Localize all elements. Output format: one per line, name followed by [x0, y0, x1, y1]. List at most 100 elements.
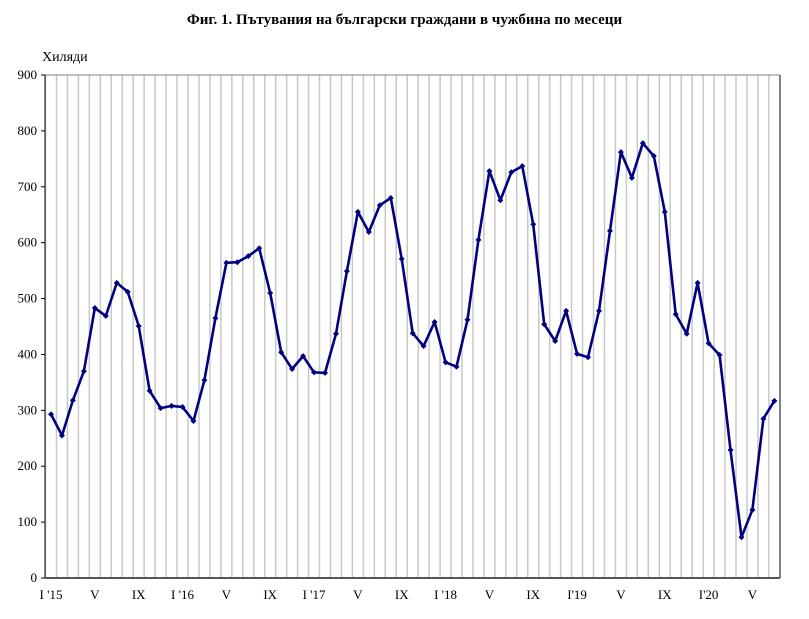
- x-tick-label: IX: [526, 587, 540, 602]
- data-point-marker: [157, 405, 164, 412]
- x-tick-label: I '17: [303, 587, 326, 602]
- data-point-marker: [617, 149, 624, 156]
- x-tick-label: IX: [395, 587, 409, 602]
- chart-axes: [44, 74, 781, 579]
- x-tick-label: I'20: [699, 587, 719, 602]
- data-point-marker: [606, 227, 613, 234]
- data-point-marker: [300, 353, 307, 360]
- x-tick-label: V: [222, 587, 232, 602]
- data-point-marker: [91, 305, 98, 312]
- data-point-marker: [574, 350, 581, 357]
- y-tick-label: 100: [18, 514, 38, 529]
- data-point-marker: [683, 330, 690, 337]
- vertical-gridlines: [44, 75, 781, 578]
- data-point-marker: [69, 397, 76, 404]
- data-point-marker: [245, 253, 252, 260]
- y-tick-label: 900: [18, 67, 38, 82]
- data-point-marker: [442, 359, 449, 366]
- data-point-marker: [124, 288, 131, 295]
- x-tick-label: V: [90, 587, 100, 602]
- data-point-marker: [694, 279, 701, 286]
- data-point-marker: [650, 153, 657, 160]
- data-point-marker: [234, 259, 241, 266]
- data-point-marker: [102, 312, 109, 319]
- y-tick-label: 800: [18, 123, 38, 138]
- x-tick-label: IX: [263, 587, 277, 602]
- x-tick-label: V: [485, 587, 495, 602]
- x-tick-label: IX: [132, 587, 146, 602]
- x-tick-label: V: [616, 587, 626, 602]
- data-point-marker: [256, 245, 263, 252]
- data-point-marker: [190, 417, 197, 424]
- data-point-marker: [530, 221, 537, 228]
- data-point-marker: [278, 349, 285, 356]
- series-line: [49, 141, 776, 539]
- data-point-marker: [398, 255, 405, 262]
- data-point-marker: [179, 403, 186, 410]
- data-point-marker: [409, 330, 416, 337]
- x-axis-ticks: I '15 V IX I '16 V IX I '17 V IX I '18 V IX I'19 V IX I…: [40, 587, 758, 602]
- data-series-line: [48, 140, 778, 541]
- data-point-marker: [168, 402, 175, 409]
- data-point-marker: [223, 259, 230, 266]
- data-point-marker: [716, 352, 723, 359]
- y-tick-label: 600: [18, 235, 38, 250]
- data-point-marker: [420, 343, 427, 350]
- x-tick-label: I '18: [434, 587, 457, 602]
- data-point-marker: [497, 197, 504, 204]
- data-point-marker: [267, 289, 274, 296]
- data-point-marker: [771, 397, 778, 404]
- data-point-marker: [563, 307, 570, 314]
- y-tick-label: 300: [18, 402, 38, 417]
- x-tick-label: I'19: [567, 587, 587, 602]
- data-point-marker: [519, 163, 526, 170]
- y-axis-label: Хиляди: [42, 50, 88, 65]
- y-tick-label: 500: [18, 291, 38, 306]
- data-point-marker: [760, 415, 767, 422]
- data-point-marker: [628, 174, 635, 181]
- x-tick-label: I '16: [171, 587, 194, 602]
- data-point-marker: [332, 330, 339, 337]
- data-point-marker: [387, 194, 394, 201]
- data-point-marker: [475, 236, 482, 243]
- data-point-marker: [48, 411, 54, 418]
- data-point-marker: [596, 307, 602, 314]
- data-point-marker: [431, 319, 438, 326]
- x-tick-label: V: [353, 587, 363, 602]
- data-point-marker: [672, 311, 679, 318]
- data-point-marker: [311, 369, 318, 376]
- data-point-marker: [146, 387, 153, 394]
- data-point-marker: [661, 208, 668, 215]
- data-point-marker: [212, 315, 219, 322]
- data-point-marker: [365, 229, 372, 236]
- x-tick-label: I '15: [40, 587, 63, 602]
- y-tick-label: 200: [18, 458, 38, 473]
- data-point-marker: [113, 279, 120, 286]
- data-point-marker: [201, 377, 208, 384]
- data-point-marker: [639, 140, 646, 147]
- y-tick-label: 0: [31, 570, 38, 585]
- data-point-marker: [135, 322, 142, 329]
- y-tick-label: 700: [18, 179, 38, 194]
- data-point-marker: [705, 340, 712, 347]
- data-point-marker: [486, 168, 493, 175]
- x-tick-label: IX: [658, 587, 672, 602]
- data-point-marker: [453, 363, 460, 370]
- data-point-marker: [289, 365, 296, 372]
- data-point-marker: [80, 368, 87, 375]
- data-point-marker: [376, 202, 383, 209]
- data-point-marker: [541, 321, 548, 328]
- data-point-marker: [727, 447, 734, 454]
- y-tick-label: 400: [18, 346, 38, 361]
- data-point-marker: [464, 316, 471, 323]
- data-point-marker: [354, 208, 361, 215]
- chart-title: Фиг. 1. Пътувания на български граждани …: [186, 12, 623, 28]
- data-point-marker: [58, 432, 65, 439]
- data-point-marker: [749, 506, 756, 513]
- data-point-marker: [738, 534, 745, 541]
- data-point-marker: [322, 369, 328, 376]
- data-point-marker: [343, 268, 350, 275]
- data-point-marker: [552, 338, 559, 345]
- data-point-marker: [508, 169, 515, 176]
